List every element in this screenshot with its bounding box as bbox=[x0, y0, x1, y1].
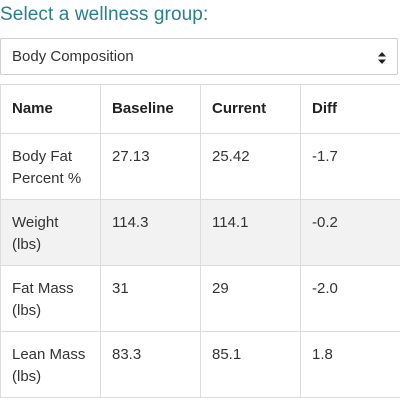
cell-current: 85.1 bbox=[200, 331, 301, 398]
name-line1: Fat Mass bbox=[12, 280, 74, 297]
cell-name: Lean Mass (lbs) bbox=[0, 331, 101, 398]
table-row: Weight (lbs) 114.3 114.1 -0.2 bbox=[0, 199, 400, 266]
cell-current: 29 bbox=[200, 265, 301, 332]
column-header-current: Current bbox=[200, 84, 301, 134]
cell-name: Fat Mass (lbs) bbox=[0, 265, 101, 332]
column-header-diff: Diff bbox=[300, 84, 400, 134]
name-line1: Weight bbox=[12, 214, 59, 231]
wellness-table: Name Baseline Current Diff Body Fat Perc… bbox=[0, 84, 400, 398]
cell-baseline: 114.3 bbox=[100, 199, 201, 266]
page-heading: Select a wellness group: bbox=[0, 4, 209, 25]
cell-baseline: 27.13 bbox=[100, 133, 201, 200]
name-line2: (lbs) bbox=[12, 368, 42, 385]
name-line2: (lbs) bbox=[12, 236, 42, 253]
wellness-table-container: Name Baseline Current Diff Body Fat Perc… bbox=[0, 84, 400, 398]
cell-diff: 1.8 bbox=[300, 331, 400, 398]
select-value: Body Composition bbox=[12, 48, 134, 65]
table-row: Lean Mass (lbs) 83.3 85.1 1.8 bbox=[0, 331, 400, 398]
table-row: Body Fat Percent % 27.13 25.42 -1.7 bbox=[0, 133, 400, 200]
name-line2: Percent % bbox=[12, 170, 82, 187]
wellness-group-select[interactable]: Body Composition bbox=[0, 38, 398, 75]
column-header-name: Name bbox=[0, 84, 101, 134]
name-line2: (lbs) bbox=[12, 302, 42, 319]
name-line1: Lean Mass bbox=[12, 346, 86, 363]
cell-name: Weight (lbs) bbox=[0, 199, 101, 266]
cell-baseline: 31 bbox=[100, 265, 201, 332]
cell-current: 25.42 bbox=[200, 133, 301, 200]
cell-diff: -1.7 bbox=[300, 133, 400, 200]
cell-diff: -0.2 bbox=[300, 199, 400, 266]
cell-baseline: 83.3 bbox=[100, 331, 201, 398]
name-line1: Body Fat bbox=[12, 148, 73, 165]
column-header-baseline: Baseline bbox=[100, 84, 201, 134]
cell-name: Body Fat Percent % bbox=[0, 133, 101, 200]
table-row: Fat Mass (lbs) 31 29 -2.0 bbox=[0, 265, 400, 332]
cell-diff: -2.0 bbox=[300, 265, 400, 332]
table-header-row: Name Baseline Current Diff bbox=[0, 84, 400, 134]
sort-arrows-icon bbox=[378, 52, 386, 64]
cell-current: 114.1 bbox=[200, 199, 301, 266]
